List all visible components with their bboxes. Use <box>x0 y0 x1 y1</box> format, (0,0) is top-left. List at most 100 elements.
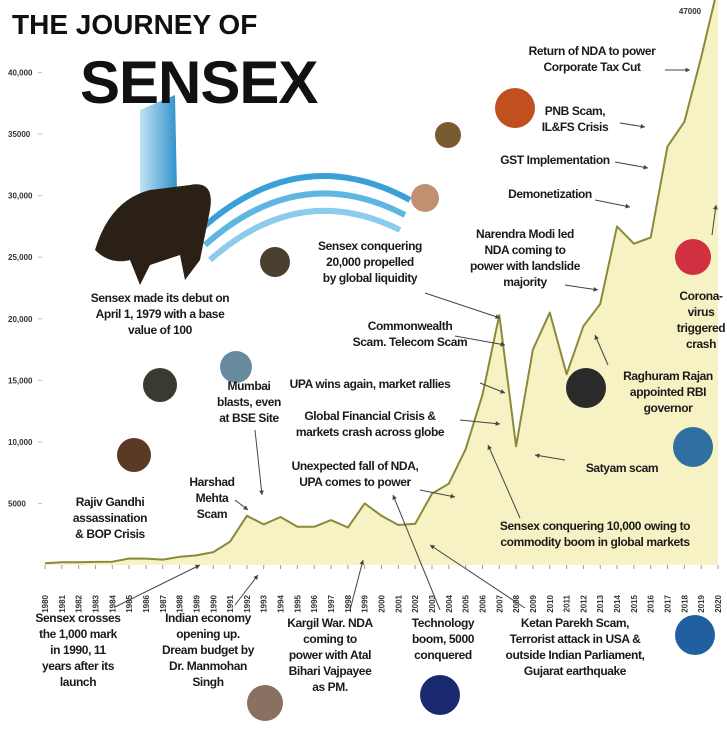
x-tick-label: 1993 <box>260 594 269 612</box>
x-tick-label: 2004 <box>445 594 454 612</box>
annotation-line: outside Indian Parliament, <box>506 648 645 662</box>
y-tick-label: 35000 <box>8 130 31 139</box>
annotation-line: UPA comes to power <box>299 475 411 489</box>
annotation-line: conquered <box>414 648 472 662</box>
annotation-line: appointed RBI <box>630 385 706 399</box>
x-tick-label: 2013 <box>596 594 605 612</box>
annotation-line: Satyam scam <box>586 461 658 475</box>
annotation-line: as PM. <box>312 680 348 694</box>
annotation-line: Demonetization <box>508 187 592 201</box>
x-tick-label: 2011 <box>563 594 572 612</box>
annotation-line: at BSE Site <box>219 411 279 425</box>
annotation-line: Rajiv Gandhi <box>76 495 145 509</box>
x-tick-label: 2018 <box>680 594 689 612</box>
chart-subtitle: SENSEX <box>80 49 318 116</box>
annotation-line: Technology <box>412 616 475 630</box>
annotation-line: Kargil War. NDA <box>287 616 373 630</box>
x-tick-label: 2020 <box>714 594 723 612</box>
annotation-line: boom, 5000 <box>412 632 475 646</box>
annotation-line: Return of NDA to power <box>529 44 656 58</box>
annotation-line: majority <box>503 275 547 289</box>
annotation-line: Harshad <box>189 475 234 489</box>
y-tick-label: 25,000 <box>8 253 33 262</box>
x-tick-label: 2008 <box>512 594 521 612</box>
annotation-line: IL&FS Crisis <box>542 120 609 134</box>
annotation-line: Sensex conquering <box>318 239 422 253</box>
annotation-line: by global liquidity <box>323 271 418 285</box>
x-tick-label: 2000 <box>378 594 387 612</box>
x-tick-label: 2017 <box>664 594 673 612</box>
annotation-line: Terrorist attack in USA & <box>510 632 641 646</box>
annotation-line: Dr. Manmohan <box>169 659 247 673</box>
annotation-line: governor <box>644 401 694 415</box>
annotation-line: PNB Scam, <box>545 104 605 118</box>
annotation-line: Sensex made its debut on <box>91 291 230 305</box>
annotation-line: Corona- <box>679 289 723 303</box>
annotation-line: & BOP Crisis <box>75 527 145 541</box>
infographic: THE JOURNEY OF SENSEX 47000 5000 10,000 15… <box>0 0 727 725</box>
annotation-line: assassination <box>73 511 147 525</box>
annotation-line: value of 100 <box>128 323 193 337</box>
y-tick-label: 30,000 <box>8 192 33 201</box>
annotation-line: blasts, even <box>217 395 281 409</box>
annotation-line: opening up. <box>176 627 240 641</box>
annotation-line: Scam <box>197 507 227 521</box>
x-tick-label: 1995 <box>293 594 302 612</box>
x-tick-label: 2009 <box>529 594 538 612</box>
y-tick-label: 15,000 <box>8 376 33 385</box>
annotation-line: triggered <box>677 321 725 335</box>
annotation-line: Scam. Telecom Scam <box>353 335 468 349</box>
annotation-line: the 1,000 mark <box>39 627 118 641</box>
y-tick-label: 20,000 <box>8 315 33 324</box>
annotation-line: launch <box>60 675 96 689</box>
annotation-line: GST Implementation <box>500 153 610 167</box>
x-tick-label: 1999 <box>361 594 370 612</box>
annotation-line: Sensex conquering 10,000 owing to <box>500 519 690 533</box>
annotation-line: Singh <box>192 675 223 689</box>
annotation-line: Narendra Modi led <box>476 227 574 241</box>
annotation-line: markets crash across globe <box>296 425 445 439</box>
annotation-line: Raghuram Rajan <box>623 369 713 383</box>
annotation-line: Sensex crosses <box>35 611 121 625</box>
x-tick-label: 2006 <box>478 594 487 612</box>
annotation-line: Mehta <box>196 491 229 505</box>
annotation-line: Unexpected fall of NDA, <box>292 459 419 473</box>
x-tick-label: 1997 <box>327 594 336 612</box>
annotation-line: power with landslide <box>470 259 581 273</box>
annotation-line: crash <box>686 337 716 351</box>
x-tick-label: 1985 <box>125 594 134 612</box>
annotation-line: Dream budget by <box>162 643 255 657</box>
x-tick-label: 2015 <box>630 594 639 612</box>
x-tick-label: 2005 <box>462 594 471 612</box>
annotation-line: NDA coming to <box>484 243 565 257</box>
annotation-line: Mumbai <box>228 379 271 393</box>
y-tick-label: 40,000 <box>8 69 33 78</box>
annotation-line: April 1, 1979 with a base <box>96 307 225 321</box>
x-tick-label: 2019 <box>697 594 706 612</box>
annotation-line: in 1990, 11 <box>50 643 106 657</box>
x-tick-label: 2003 <box>428 594 437 612</box>
x-tick-label: 2014 <box>613 594 622 612</box>
annotation-line: coming to <box>303 632 357 646</box>
annotation-line: commodity boom in global markets <box>500 535 690 549</box>
chart-title: THE JOURNEY OF <box>12 9 257 40</box>
y-tick-label: 5000 <box>8 499 26 508</box>
x-tick-label: 2012 <box>579 594 588 612</box>
x-tick-label: 2007 <box>495 594 504 612</box>
annotation-line: power with Atal <box>289 648 371 662</box>
x-tick-label: 2016 <box>647 594 656 612</box>
annotation-line: Ketan Parekh Scam, <box>521 616 629 630</box>
annotation-line: Commonwealth <box>368 319 453 333</box>
x-tick-label: 2010 <box>546 594 555 612</box>
annotation-line: UPA wins again, market rallies <box>290 377 451 391</box>
annotation-line: 20,000 propelled <box>326 255 414 269</box>
annotation-line: Corporate Tax Cut <box>544 60 641 74</box>
peak-label: 47000 <box>679 7 702 16</box>
x-tick-label: 2002 <box>411 594 420 612</box>
annotation-line: Indian economy <box>165 611 251 625</box>
annotation-line: years after its <box>42 659 115 673</box>
y-tick-label: 10,000 <box>8 438 33 447</box>
x-tick-label: 2001 <box>394 594 403 612</box>
x-tick-label: 1996 <box>310 594 319 612</box>
x-tick-label: 1986 <box>142 594 151 612</box>
